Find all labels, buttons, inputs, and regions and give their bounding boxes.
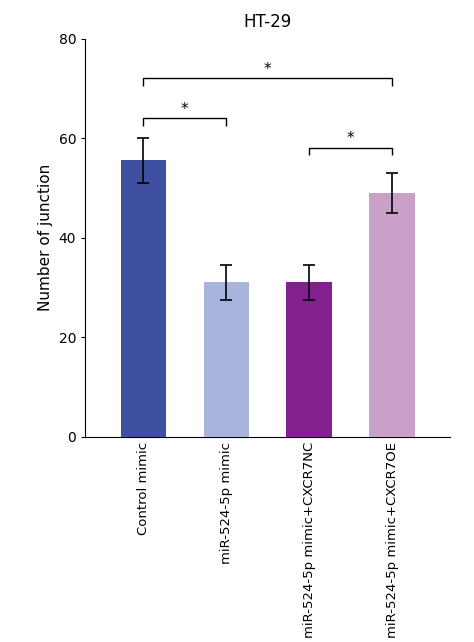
Text: *: * bbox=[347, 132, 355, 146]
Text: *: * bbox=[264, 62, 272, 77]
Bar bbox=[369, 193, 415, 437]
Bar bbox=[120, 160, 166, 437]
Title: HT-29: HT-29 bbox=[244, 13, 292, 31]
Y-axis label: Number of junction: Number of junction bbox=[38, 164, 53, 311]
Bar bbox=[286, 282, 332, 437]
Text: *: * bbox=[181, 101, 189, 117]
Bar bbox=[203, 282, 249, 437]
